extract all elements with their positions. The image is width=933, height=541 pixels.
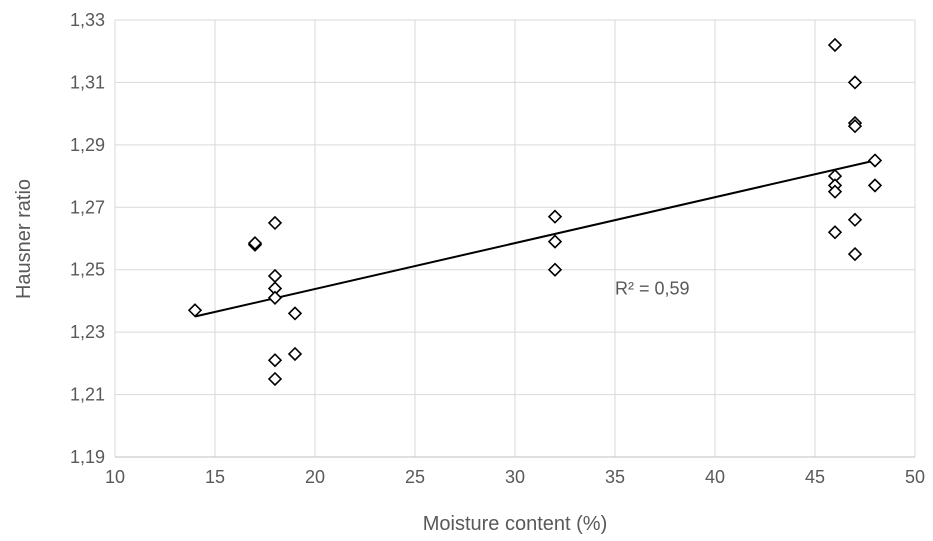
x-tick-label: 50 bbox=[905, 467, 925, 487]
y-tick-label: 1,19 bbox=[70, 447, 105, 467]
trendline-group bbox=[194, 159, 876, 318]
data-point bbox=[867, 178, 883, 193]
data-point bbox=[827, 37, 843, 53]
x-tick-label: 40 bbox=[705, 467, 725, 487]
trendline bbox=[194, 159, 876, 318]
data-point bbox=[827, 225, 843, 240]
y-tick-labels: 1,19 1,21 1,23 1,25 1,27 1,29 1,31 1,33 bbox=[70, 10, 105, 467]
data-point bbox=[827, 184, 843, 199]
x-axis-label: Moisture content (%) bbox=[423, 513, 608, 535]
data-point bbox=[267, 353, 283, 368]
data-points bbox=[187, 37, 883, 387]
y-tick-label: 1,27 bbox=[70, 197, 105, 217]
data-point bbox=[267, 371, 283, 387]
r-squared-annotation: R² = 0,59 bbox=[615, 279, 690, 299]
y-tick-label: 1,23 bbox=[70, 322, 105, 342]
x-tick-labels: 10 15 20 25 30 35 40 45 50 bbox=[105, 467, 925, 487]
data-point bbox=[547, 262, 563, 277]
x-tick-label: 45 bbox=[805, 467, 825, 487]
data-point bbox=[187, 303, 203, 318]
data-point bbox=[847, 75, 863, 90]
data-point bbox=[867, 153, 883, 168]
data-point bbox=[267, 215, 283, 231]
x-tick-label: 20 bbox=[305, 467, 325, 487]
data-point bbox=[847, 246, 863, 262]
y-tick-label: 1,25 bbox=[70, 260, 105, 280]
data-point bbox=[267, 268, 283, 284]
data-point bbox=[247, 236, 263, 251]
x-tick-label: 35 bbox=[605, 467, 625, 487]
data-point bbox=[547, 234, 563, 249]
x-tick-label: 25 bbox=[405, 467, 425, 487]
data-point bbox=[267, 290, 283, 305]
y-tick-label: 1,33 bbox=[70, 10, 105, 30]
data-point bbox=[287, 346, 303, 362]
data-point bbox=[547, 209, 563, 224]
y-tick-label: 1,21 bbox=[70, 385, 105, 405]
grid-lines bbox=[114, 19, 916, 458]
y-tick-label: 1,29 bbox=[70, 135, 105, 155]
data-point bbox=[847, 212, 863, 227]
annotations: R² = 0,59 bbox=[615, 279, 690, 299]
y-axis-label: Hausner ratio bbox=[13, 179, 35, 299]
x-tick-label: 10 bbox=[105, 467, 125, 487]
y-tick-label: 1,31 bbox=[70, 72, 105, 92]
data-point bbox=[847, 118, 863, 134]
x-tick-label: 15 bbox=[205, 467, 225, 487]
data-point bbox=[287, 306, 303, 321]
x-tick-label: 30 bbox=[505, 467, 525, 487]
